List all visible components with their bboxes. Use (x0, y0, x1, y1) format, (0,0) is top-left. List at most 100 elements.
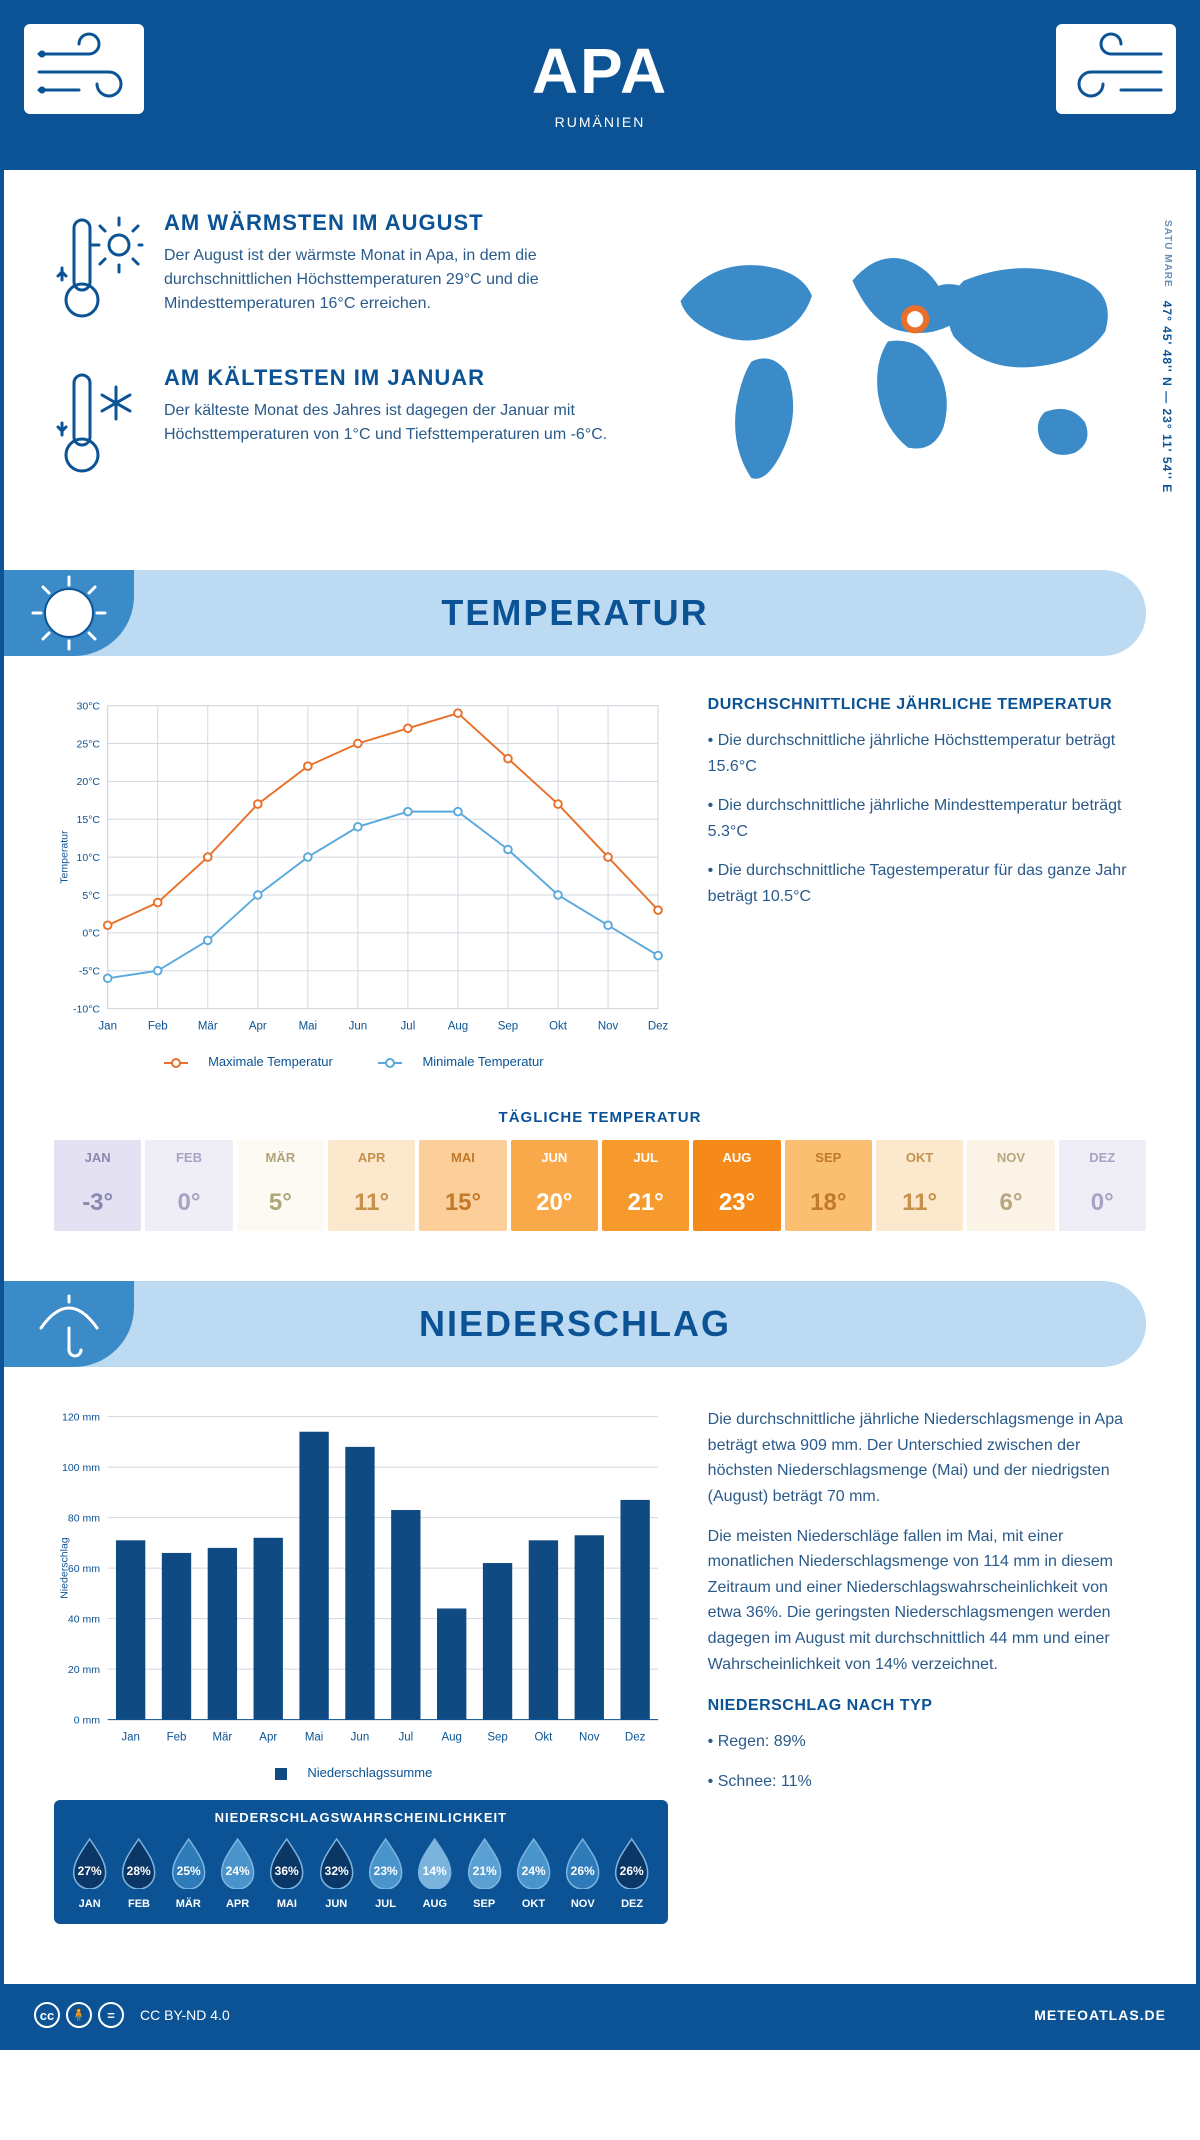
umbrella-icon (4, 1281, 134, 1367)
daily-cell: JUN20° (511, 1140, 598, 1231)
prob-drop: 21%SEP (463, 1835, 506, 1910)
svg-text:Niederschlag: Niederschlag (58, 1537, 70, 1599)
svg-text:Jun: Jun (351, 1732, 370, 1744)
svg-text:-5°C: -5°C (79, 966, 101, 978)
daily-cell: APR11° (328, 1140, 415, 1231)
temp-info-b3: • Die durchschnittliche Tagestemperatur … (708, 858, 1146, 909)
svg-text:28%: 28% (127, 1864, 151, 1878)
page-subtitle: RUMÄNIEN (24, 114, 1176, 130)
daily-cell: MÄR5° (237, 1140, 324, 1231)
daily-cell: MAI15° (419, 1140, 506, 1231)
svg-text:Apr: Apr (249, 1021, 267, 1033)
prob-drop: 28%FEB (117, 1835, 160, 1910)
site-name: METEOATLAS.DE (1034, 2007, 1166, 2023)
svg-text:26%: 26% (571, 1864, 595, 1878)
svg-text:0°C: 0°C (82, 928, 100, 940)
svg-text:Feb: Feb (167, 1732, 187, 1744)
section-temperature: TEMPERATUR (4, 570, 1146, 656)
precipitation-info: Die durchschnittliche jährliche Niedersc… (708, 1407, 1146, 1924)
svg-text:Okt: Okt (534, 1732, 553, 1744)
nd-icon: = (98, 2002, 124, 2028)
fact-warm-text: Der August ist der wärmste Monat in Apa,… (164, 244, 610, 316)
cc-icon: cc (34, 2002, 60, 2028)
daily-cell: JAN-3° (54, 1140, 141, 1231)
precipitation-chart: 0 mm20 mm40 mm60 mm80 mm100 mm120 mmJanF… (54, 1407, 668, 1780)
sun-icon (4, 570, 134, 656)
prob-drop: 27%JAN (68, 1835, 111, 1910)
prob-drop: 26%DEZ (610, 1835, 653, 1910)
svg-text:23%: 23% (374, 1864, 398, 1878)
precip-p2: Die meisten Niederschläge fallen im Mai,… (708, 1524, 1146, 1678)
intro-section: AM WÄRMSTEN IM AUGUST Der August ist der… (4, 170, 1196, 550)
svg-text:27%: 27% (78, 1864, 102, 1878)
svg-text:24%: 24% (521, 1864, 545, 1878)
svg-text:Jul: Jul (401, 1021, 416, 1033)
svg-text:25%: 25% (176, 1864, 200, 1878)
precip-p1: Die durchschnittliche jährliche Niedersc… (708, 1407, 1146, 1509)
daily-cell: OKT11° (876, 1140, 963, 1231)
by-icon: 🧍 (66, 2002, 92, 2028)
svg-text:Jan: Jan (121, 1732, 140, 1744)
fact-warm-title: AM WÄRMSTEN IM AUGUST (164, 210, 610, 236)
svg-text:Apr: Apr (259, 1732, 277, 1744)
svg-text:80 mm: 80 mm (68, 1513, 100, 1525)
daily-cell: NOV6° (967, 1140, 1054, 1231)
daily-cell: AUG23° (693, 1140, 780, 1231)
fact-coldest: AM KÄLTESTEN IM JANUAR Der kälteste Mona… (54, 365, 610, 490)
prob-drop: 26%NOV (561, 1835, 604, 1910)
temp-info-heading: DURCHSCHNITTLICHE JÄHRLICHE TEMPERATUR (708, 696, 1146, 714)
svg-text:Aug: Aug (441, 1732, 461, 1744)
svg-text:30°C: 30°C (76, 700, 100, 712)
daily-cell: JUL21° (602, 1140, 689, 1231)
svg-text:20 mm: 20 mm (68, 1664, 100, 1676)
precip-type-heading: NIEDERSCHLAG NACH TYP (708, 1697, 1146, 1715)
svg-text:5°C: 5°C (82, 890, 100, 902)
fact-cold-text: Der kälteste Monat des Jahres ist dagege… (164, 399, 610, 447)
svg-text:0 mm: 0 mm (74, 1715, 101, 1727)
page-frame: APA RUMÄNIEN AM WÄRMSTEN IM AUGUST Der A… (0, 0, 1200, 2050)
temperature-info: DURCHSCHNITTLICHE JÄHRLICHE TEMPERATUR •… (708, 696, 1146, 1069)
svg-text:Aug: Aug (448, 1021, 468, 1033)
svg-text:Feb: Feb (148, 1021, 168, 1033)
precip-legend: Niederschlagssumme (54, 1765, 668, 1780)
svg-text:Mai: Mai (305, 1732, 324, 1744)
prob-drop: 23%JUL (364, 1835, 407, 1910)
prob-drop: 24%APR (216, 1835, 259, 1910)
svg-text:Dez: Dez (648, 1021, 668, 1033)
page-title: APA (24, 34, 1176, 108)
prob-title: NIEDERSCHLAGSWAHRSCHEINLICHKEIT (68, 1810, 654, 1825)
thermometer-sun-icon (54, 210, 144, 335)
svg-text:15°C: 15°C (76, 814, 100, 826)
wind-icon-left (24, 24, 144, 114)
svg-text:Temperatur: Temperatur (58, 830, 70, 884)
svg-text:14%: 14% (423, 1864, 447, 1878)
svg-text:Mär: Mär (212, 1732, 232, 1744)
license-text: CC BY-ND 4.0 (140, 2007, 230, 2023)
svg-text:Sep: Sep (498, 1021, 518, 1033)
svg-text:Nov: Nov (579, 1732, 600, 1744)
svg-text:-10°C: -10°C (73, 1003, 100, 1015)
fact-cold-title: AM KÄLTESTEN IM JANUAR (164, 365, 610, 391)
section-precipitation: NIEDERSCHLAG (4, 1281, 1146, 1367)
temp-info-b2: • Die durchschnittliche jährliche Mindes… (708, 793, 1146, 844)
svg-text:120 mm: 120 mm (62, 1412, 100, 1424)
section-precip-title: NIEDERSCHLAG (4, 1303, 1146, 1345)
svg-text:36%: 36% (275, 1864, 299, 1878)
coordinates: SATU MARE 47° 45' 48'' N — 23° 11' 54'' … (1160, 220, 1174, 510)
temp-legend: Maximale Temperatur Minimale Temperatur (54, 1054, 668, 1069)
thermometer-snow-icon (54, 365, 144, 490)
daily-cell: FEB0° (145, 1140, 232, 1231)
svg-text:26%: 26% (620, 1864, 644, 1878)
daily-cell: SEP18° (785, 1140, 872, 1231)
daily-temp-grid: JAN-3°FEB0°MÄR5°APR11°MAI15°JUN20°JUL21°… (54, 1140, 1146, 1231)
svg-text:Jul: Jul (398, 1732, 413, 1744)
prob-drop: 14%AUG (413, 1835, 456, 1910)
svg-text:32%: 32% (324, 1864, 348, 1878)
svg-text:Nov: Nov (598, 1021, 619, 1033)
cc-license: cc 🧍 = CC BY-ND 4.0 (34, 2002, 230, 2028)
header: APA RUMÄNIEN (4, 4, 1196, 170)
svg-text:40 mm: 40 mm (68, 1614, 100, 1626)
svg-text:10°C: 10°C (76, 852, 100, 864)
prob-drop: 36%MAI (265, 1835, 308, 1910)
svg-text:Okt: Okt (549, 1021, 568, 1033)
